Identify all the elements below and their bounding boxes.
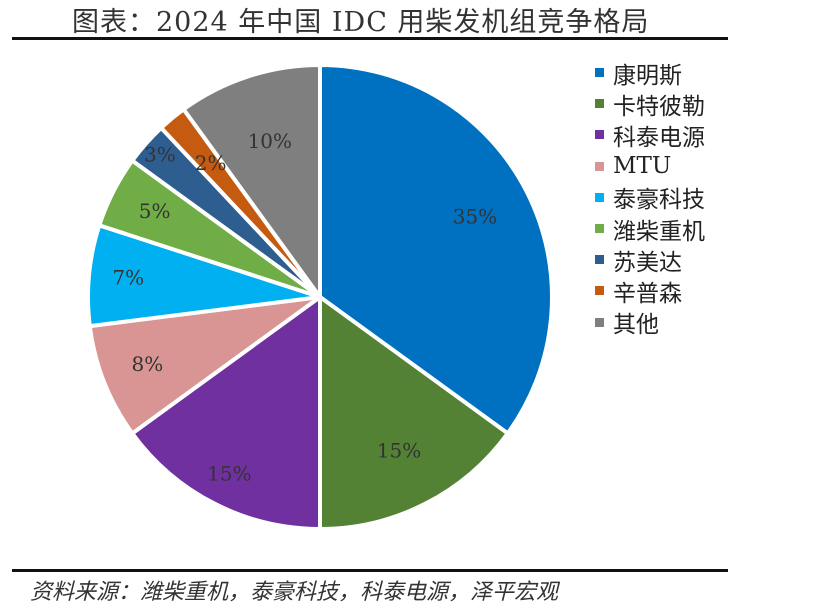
legend-item: 科泰电源 xyxy=(595,119,705,151)
legend-label: MTU xyxy=(613,153,672,180)
legend-label: 潍柴重机 xyxy=(613,218,705,245)
legend-swatch xyxy=(595,68,604,78)
legend: 康明斯卡特彼勒科泰电源 MTU 泰豪科技潍柴重机苏美达辛普森其他 xyxy=(595,57,705,338)
legend-label: 科泰电源 xyxy=(613,124,705,151)
legend-label: 康明斯 xyxy=(613,62,682,89)
pie-slice xyxy=(318,295,510,531)
data-label: 8% xyxy=(132,352,164,376)
legend-label: 泰豪科技 xyxy=(613,187,705,214)
legend-label: 卡特彼勒 xyxy=(613,93,705,120)
pie-slice xyxy=(130,295,322,531)
legend-item: 潍柴重机 xyxy=(595,213,705,245)
legend-swatch xyxy=(595,317,604,327)
data-label: 3% xyxy=(144,142,176,166)
legend-item: 其他 xyxy=(595,307,705,338)
legend-swatch xyxy=(595,130,604,140)
legend-swatch xyxy=(595,192,604,202)
legend-label: 苏美达 xyxy=(613,249,682,276)
data-label: 15% xyxy=(207,461,251,485)
legend-item: 辛普森 xyxy=(595,275,705,307)
legend-item: 康明斯 xyxy=(595,57,705,89)
legend-swatch xyxy=(595,255,604,265)
bottom-rule xyxy=(12,569,728,572)
legend-label: 其他 xyxy=(613,312,659,339)
legend-item: 泰豪科技 xyxy=(595,182,705,213)
pie-slice xyxy=(318,63,554,436)
pie-slice xyxy=(87,295,322,436)
legend-swatch xyxy=(595,286,604,296)
data-label: 2% xyxy=(195,151,227,175)
legend-swatch xyxy=(595,224,604,234)
legend-swatch xyxy=(595,99,604,109)
legend-item: 苏美达 xyxy=(595,244,705,276)
top-rule xyxy=(12,37,728,40)
data-label: 10% xyxy=(248,129,292,153)
legend-item: MTU xyxy=(595,151,705,182)
legend-label: 辛普森 xyxy=(613,280,682,307)
legend-item: 卡特彼勒 xyxy=(595,88,705,120)
legend-swatch xyxy=(595,161,604,171)
data-label: 35% xyxy=(453,205,497,229)
data-label: 7% xyxy=(112,265,144,289)
source-note: 资料来源：潍柴重机，泰豪科技，科泰电源，泽平宏观 xyxy=(30,580,559,605)
data-label: 5% xyxy=(139,199,171,223)
chart-title: 图表：2024 年中国 IDC 用柴发机组竞争格局 xyxy=(72,7,650,38)
pie-slice xyxy=(181,63,322,299)
data-label: 15% xyxy=(377,439,421,463)
